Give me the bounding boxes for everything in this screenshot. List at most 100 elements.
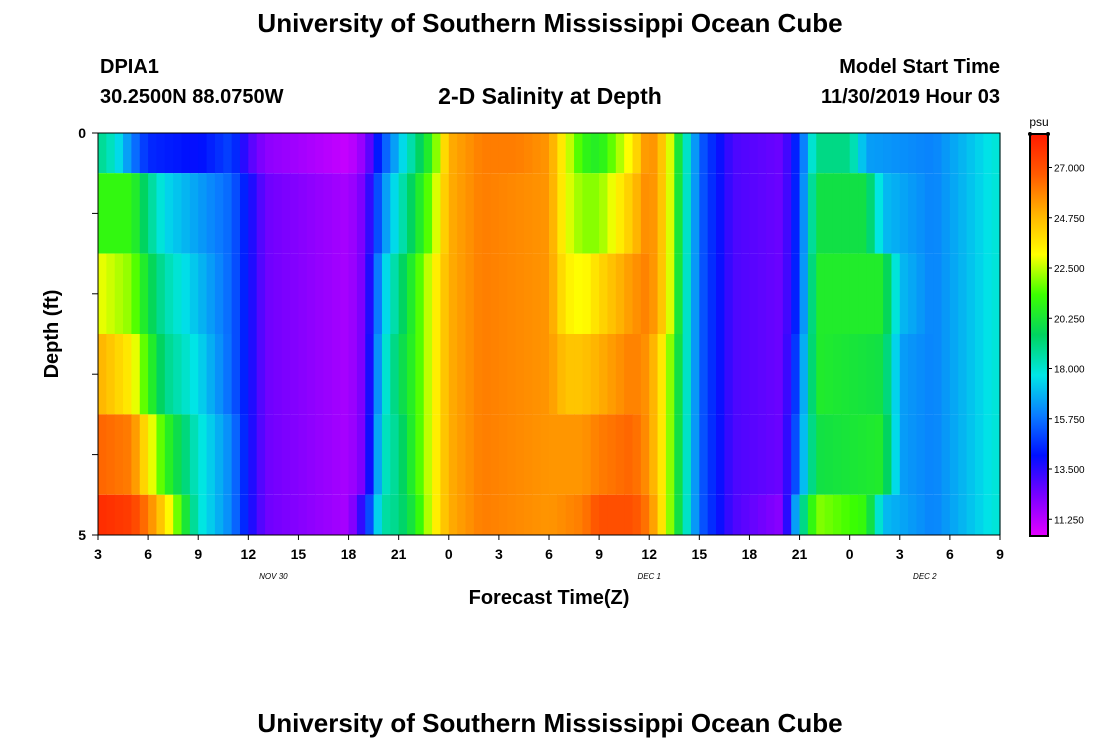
heatmap-cell — [164, 133, 174, 174]
heatmap-cell — [949, 173, 959, 254]
heatmap-cell — [373, 334, 383, 415]
heatmap-cell — [256, 253, 266, 334]
heatmap-cell — [849, 414, 859, 495]
heatmap-cell — [916, 334, 926, 415]
heatmap-cell — [156, 133, 166, 174]
heatmap-cell — [98, 334, 107, 415]
heatmap-cell — [640, 334, 650, 415]
heatmap-cell — [924, 334, 934, 415]
heatmap-cell — [164, 414, 174, 495]
heatmap-cell — [949, 334, 959, 415]
heatmap-cell — [724, 334, 734, 415]
heatmap-cell — [883, 173, 893, 254]
heatmap-cell — [649, 253, 659, 334]
heatmap-cell — [457, 414, 467, 495]
heatmap-cell — [883, 253, 893, 334]
heatmap-cell — [682, 173, 692, 254]
heatmap-cell — [732, 414, 742, 495]
heatmap-cell — [298, 253, 308, 334]
heatmap-cell — [782, 253, 792, 334]
heatmap-cell — [365, 494, 375, 535]
heatmap-cell — [390, 133, 400, 174]
heatmap-cell — [782, 173, 792, 254]
heatmap-cell — [198, 133, 208, 174]
heatmap-cell — [557, 173, 567, 254]
heatmap-cell — [114, 334, 124, 415]
heatmap-cell — [582, 494, 592, 535]
heatmap-cell — [423, 133, 433, 174]
heatmap-cell — [465, 414, 475, 495]
heatmap-cell — [156, 173, 166, 254]
heatmap-cell — [507, 334, 517, 415]
heatmap-cell — [239, 253, 249, 334]
heatmap-cell — [615, 334, 625, 415]
heatmap-cell — [490, 414, 500, 495]
heatmap-cell — [724, 494, 734, 535]
heatmap-cell — [841, 494, 851, 535]
heatmap-cell — [574, 173, 584, 254]
heatmap-cell — [323, 133, 333, 174]
heatmap-cell — [824, 173, 834, 254]
heatmap-cell — [348, 334, 358, 415]
heatmap-cell — [331, 414, 341, 495]
heatmap-cell — [716, 133, 725, 174]
heatmap-cell — [899, 253, 909, 334]
heatmap-cell — [214, 253, 224, 334]
heatmap-cell — [98, 253, 107, 334]
heatmap-cell — [490, 133, 500, 174]
heatmap-cell — [749, 173, 759, 254]
heatmap-cell — [874, 133, 884, 174]
heatmap-cell — [974, 334, 984, 415]
heatmap-cell — [991, 253, 1001, 334]
heatmap-cell — [682, 334, 692, 415]
day-label: DEC 2 — [913, 572, 937, 581]
heatmap-cell — [198, 173, 208, 254]
heatmap-cell — [465, 334, 475, 415]
heatmap-cell — [189, 414, 199, 495]
heatmap-cell — [632, 334, 642, 415]
heatmap-cell — [741, 133, 751, 174]
heatmap-cell — [515, 414, 525, 495]
heatmap-cell — [916, 133, 926, 174]
heatmap-cell — [824, 494, 834, 535]
heatmap-cell — [507, 414, 517, 495]
heatmap-cell — [164, 334, 174, 415]
heatmap-cell — [181, 334, 191, 415]
x-tick-label: 6 — [946, 546, 954, 562]
heatmap-cell — [682, 494, 692, 535]
day-label: NOV 30 — [259, 572, 288, 581]
heatmap-cell — [607, 133, 617, 174]
heatmap-cell — [256, 414, 266, 495]
heatmap-cell — [306, 253, 316, 334]
heatmap-cell — [398, 494, 408, 535]
heatmap-cell — [841, 133, 851, 174]
heatmap-cell — [766, 133, 776, 174]
heatmap-cell — [891, 173, 901, 254]
heatmap-cell — [941, 414, 951, 495]
heatmap-cell — [540, 414, 550, 495]
heatmap-cell — [549, 253, 558, 334]
x-tick-label: 6 — [545, 546, 553, 562]
heatmap-cell — [640, 173, 650, 254]
figure-title: University of Southern Mississippi Ocean… — [257, 8, 843, 38]
heatmap-cell — [256, 334, 266, 415]
heatmap-cell — [248, 173, 258, 254]
heatmap-cell — [924, 253, 934, 334]
heatmap-cell — [791, 253, 801, 334]
heatmap-cell — [599, 494, 609, 535]
heatmap-cell — [457, 494, 467, 535]
heatmap-cell — [490, 173, 500, 254]
heatmap-cell — [866, 334, 876, 415]
heatmap-cell — [365, 133, 375, 174]
heatmap-cell — [473, 414, 483, 495]
heatmap-cell — [173, 494, 183, 535]
heatmap-cell — [432, 334, 442, 415]
heatmap-cell — [574, 253, 584, 334]
heatmap-cell — [265, 494, 274, 535]
heatmap-cell — [365, 253, 375, 334]
heatmap-cell — [816, 133, 826, 174]
heatmap-cell — [390, 494, 400, 535]
heatmap-cell — [958, 133, 968, 174]
heatmap-cell — [189, 133, 199, 174]
heatmap-cell — [390, 334, 400, 415]
